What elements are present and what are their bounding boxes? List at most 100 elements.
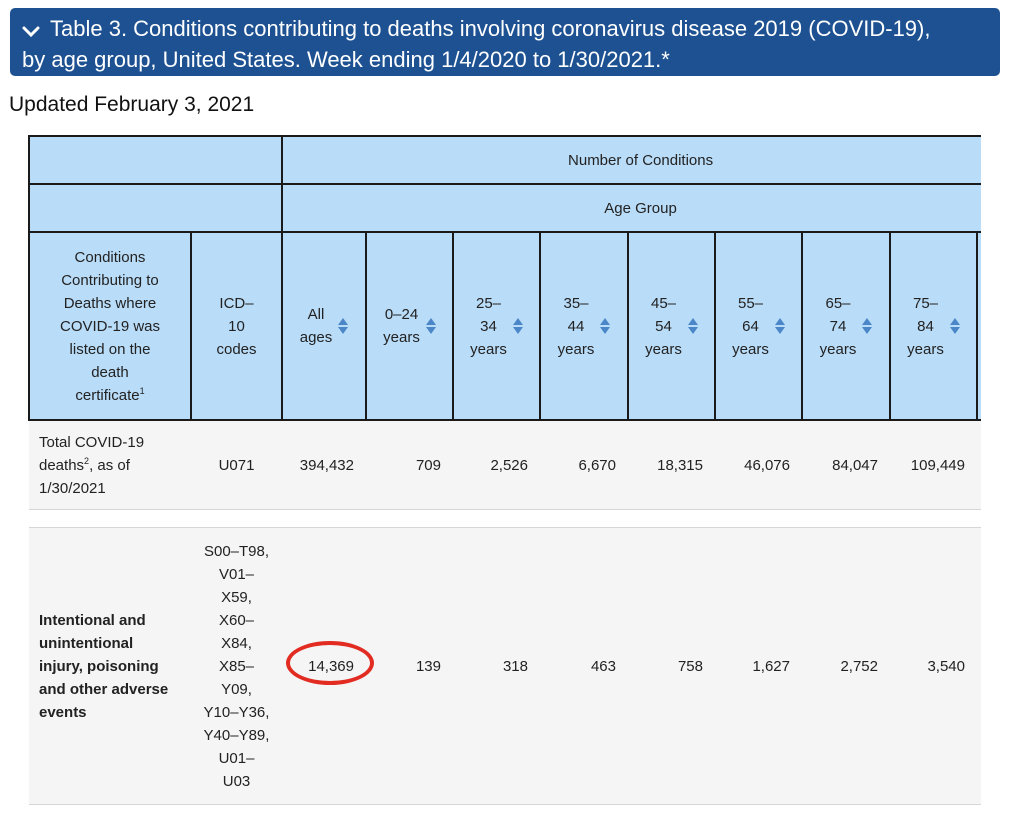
row-icd-cell: U071 xyxy=(191,420,282,510)
sort-icon[interactable] xyxy=(600,318,611,334)
header-line: years xyxy=(645,340,682,358)
header-line: 74 xyxy=(829,317,847,335)
value-cell: 6,670 xyxy=(540,420,628,510)
sort-icon[interactable] xyxy=(862,318,873,334)
cell-line: X59, xyxy=(221,588,252,606)
column-header-45-54[interactable]: 45– 54 years xyxy=(627,231,716,421)
header-line: ICD– xyxy=(219,294,254,312)
column-header-icd: ICD– 10 codes xyxy=(190,231,283,421)
value-cell: 46,076 xyxy=(715,420,802,510)
value-cell: 109,449 xyxy=(890,420,977,510)
header-line: 65– xyxy=(825,294,851,312)
value-cell: 709 xyxy=(366,420,453,510)
value-cell: 2,752 xyxy=(802,527,890,805)
header-line: years xyxy=(557,340,595,358)
column-header-25-34[interactable]: 25– 34 years xyxy=(452,231,541,421)
column-header-35-44[interactable]: 35– 44 years xyxy=(539,231,629,421)
column-header-0-24[interactable]: 0–24 years xyxy=(365,231,454,421)
column-header-all-ages[interactable]: All ages xyxy=(281,231,367,421)
cell-line: events xyxy=(39,703,87,721)
header-line: certificate xyxy=(75,386,140,404)
conditions-table: Number of Conditions Age Group Condition… xyxy=(28,135,981,805)
column-header-55-64[interactable]: 55– 64 years xyxy=(714,231,803,421)
header-spacer xyxy=(28,135,283,185)
updated-date: Updated February 3, 2021 xyxy=(9,93,255,116)
value-cell: 394,432 xyxy=(282,420,366,510)
banner-title-line2: by age group, United States. Week ending… xyxy=(22,46,670,72)
cell-line: unintentional xyxy=(39,634,134,652)
header-line: years xyxy=(732,340,769,358)
cell-line: X85– xyxy=(218,657,255,675)
sort-icon[interactable] xyxy=(338,318,349,334)
header-line: 0–24 xyxy=(384,306,419,323)
header-line: 25– xyxy=(475,294,502,312)
value-cell: 3,540 xyxy=(890,527,977,805)
value-cell-highlighted: 14,369 xyxy=(282,527,375,805)
header-line: years xyxy=(907,340,944,358)
column-header-overflow xyxy=(975,231,981,421)
value-cell: 1,627 xyxy=(715,527,802,805)
value-cell: 318 xyxy=(453,527,540,805)
header-line: 45– xyxy=(650,294,677,312)
cell-line: Y40–Y89, xyxy=(203,726,270,744)
sort-icon[interactable] xyxy=(512,318,523,334)
chevron-down-icon xyxy=(22,16,40,45)
cell-line: deaths xyxy=(39,456,85,474)
sort-icon[interactable] xyxy=(687,318,698,334)
table-row: Intentional and unintentional injury, po… xyxy=(29,527,981,805)
footnote-marker: 2 xyxy=(84,455,90,466)
cell-line: U03 xyxy=(222,772,251,790)
column-header-conditions: Conditions Contributing to Deaths where … xyxy=(28,231,192,421)
table-toggle-banner[interactable]: Table 3. Conditions contributing to deat… xyxy=(10,8,1000,76)
value-cell: 758 xyxy=(628,527,715,805)
value-cell: 84,047 xyxy=(802,420,890,510)
row-icd-cell: S00–T98, V01– X59, X60– X84, X85– Y09, Y… xyxy=(191,527,282,805)
header-line: codes xyxy=(216,340,257,358)
value-cell: 139 xyxy=(366,527,453,805)
sort-icon[interactable] xyxy=(774,318,785,334)
cell-line: Y10–Y36, xyxy=(203,703,270,721)
cell-line: V01– xyxy=(218,565,255,583)
header-line: 34 xyxy=(480,317,497,335)
row-condition-cell: Intentional and unintentional injury, po… xyxy=(29,527,191,805)
header-line: listed on the xyxy=(69,340,151,358)
header-spacer xyxy=(28,183,283,233)
table-container: Number of Conditions Age Group Condition… xyxy=(28,135,981,828)
sort-icon[interactable] xyxy=(949,318,960,334)
header-line: death xyxy=(91,363,129,381)
cell-line: Total COVID-19 xyxy=(39,433,145,451)
highlighted-value: 14,369 xyxy=(308,657,354,675)
overflow-cell xyxy=(977,420,981,510)
column-header-65-74[interactable]: 65– 74 years xyxy=(801,231,891,421)
column-header-75-84[interactable]: 75– 84 years xyxy=(889,231,978,421)
header-line: Conditions xyxy=(74,248,146,266)
value-cell: 463 xyxy=(540,527,628,805)
header-line: years xyxy=(383,329,420,346)
header-line: 55– xyxy=(737,294,764,312)
cell-line: and other adverse xyxy=(39,680,169,698)
header-line: 54 xyxy=(655,317,672,335)
header-line: 44 xyxy=(567,317,585,335)
sort-icon[interactable] xyxy=(425,318,436,334)
banner-title-line1: Table 3. Conditions contributing to deat… xyxy=(50,16,931,41)
header-number-of-conditions: Number of Conditions xyxy=(280,135,981,185)
cell-line: 1/30/2021 xyxy=(39,479,106,497)
header-line: ages xyxy=(299,329,333,346)
cell-line: Y09, xyxy=(221,680,252,698)
header-line: 10 xyxy=(228,317,245,335)
header-line: Deaths where xyxy=(63,294,157,312)
header-line: 64 xyxy=(742,317,759,335)
row-condition-cell: Total COVID-19 deaths2, as of 1/30/2021 xyxy=(29,420,191,510)
header-line: 35– xyxy=(563,294,589,312)
table-row: Total COVID-19 deaths2, as of 1/30/2021 … xyxy=(29,420,981,510)
header-line: years xyxy=(819,340,857,358)
header-age-group: Age Group xyxy=(280,183,981,233)
header-line: Contributing to xyxy=(61,271,159,289)
header-line: All xyxy=(307,306,325,323)
value-cell: 2,526 xyxy=(453,420,540,510)
cell-line: , as of xyxy=(89,456,130,474)
cell-line: injury, poisoning xyxy=(39,657,159,675)
header-line: 84 xyxy=(917,317,934,335)
footnote-marker: 1 xyxy=(139,385,145,396)
cell-line: X84, xyxy=(221,634,252,652)
